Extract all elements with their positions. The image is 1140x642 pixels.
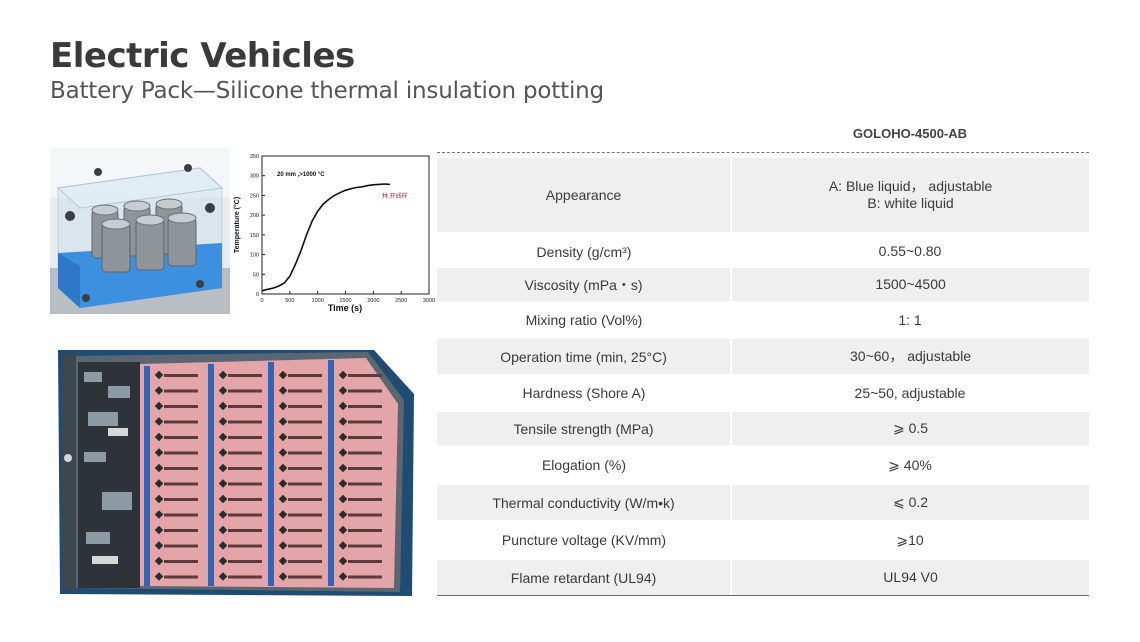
legend-label: 林 开线样	[382, 192, 408, 200]
value-cell: A: Blue liquid， adjustable B: white liqu…	[730, 158, 1089, 232]
table-row: Operation time (min, 25°C) 30~60， adjust…	[437, 339, 1089, 374]
table-row: Tensile strength (MPa) ⩾ 0.5	[437, 412, 1089, 445]
property-cell: Flame retardant (UL94)	[437, 560, 731, 595]
y-tick-label: 250	[250, 193, 259, 199]
table-header: GOLOHO-4500-AB	[437, 122, 1089, 152]
x-tick-label: 1000	[312, 298, 324, 304]
table-row: Mixing ratio (Vol%) 1: 1	[437, 301, 1089, 339]
property-cell: Appearance	[437, 158, 731, 232]
properties-table: GOLOHO-4500-AB Appearance A: Blue liquid…	[437, 122, 1089, 596]
value-cell: UL94 V0	[730, 560, 1089, 595]
value-cell: ⩽ 0.2	[730, 485, 1089, 520]
temperature-chart: 0 50 100 150 200 250 300 350 0 500 1000 1500 2000 25…	[232, 148, 440, 316]
y-tick-label: 0	[256, 292, 259, 298]
property-cell: Density (g/cm³)	[536, 243, 632, 260]
value-cell: 30~60， adjustable	[730, 339, 1089, 374]
x-tick-label: 0	[260, 298, 263, 304]
property-cell: Puncture voltage (KV/mm)	[501, 532, 667, 548]
y-tick-label: 50	[253, 272, 259, 278]
page-title: Electric Vehicles	[50, 36, 355, 76]
property-cell: Mixing ratio (Vol%)	[525, 312, 643, 328]
value-cell: 25~50, adjustable	[854, 384, 966, 401]
table-row: Density (g/cm³) 0.55~0.80	[437, 235, 1089, 268]
property-cell: Viscosity (mPa・s)	[437, 268, 731, 301]
y-tick-label: 200	[250, 213, 259, 219]
x-tick-label: 2500	[395, 298, 407, 304]
property-cell: Thermal conductivity (W/m•k)	[437, 485, 731, 520]
table-row: Thermal conductivity (W/m•k) ⩽ 0.2	[437, 485, 1089, 520]
potted-cells-photo	[50, 148, 230, 314]
value-cell: 0.55~0.80	[878, 243, 942, 259]
table-row: Appearance A: Blue liquid， adjustable B:…	[437, 158, 1089, 232]
property-cell: Hardness (Shore A)	[522, 385, 646, 401]
value-line-1: A: Blue liquid， adjustable	[828, 178, 993, 194]
y-tick-label: 150	[250, 233, 259, 239]
table-bottom-rule	[437, 595, 1089, 596]
table-row: Elogation (%) ⩾ 40%	[437, 445, 1089, 485]
product-name: GOLOHO-4500-AB	[852, 126, 968, 141]
table-row: Viscosity (mPa・s) 1500~4500	[437, 268, 1089, 301]
table-row: Flame retardant (UL94) UL94 V0	[437, 560, 1089, 595]
x-tick-label: 1500	[339, 298, 351, 304]
value-line-2: B: white liquid	[867, 195, 954, 211]
x-axis-label: Time (s)	[328, 303, 362, 313]
x-tick-label: 2000	[367, 298, 379, 304]
value-cell: ⩾ 0.5	[730, 412, 1089, 445]
battery-pack-photo	[48, 342, 420, 604]
y-axis-label: Temperature (°C)	[233, 197, 241, 253]
property-cell: Elogation (%)	[541, 457, 627, 473]
chart-annotation: 20 mm ,>1000 °C	[277, 172, 325, 178]
property-cell: Tensile strength (MPa)	[437, 412, 731, 445]
y-tick-label: 100	[250, 253, 259, 259]
property-cell: Operation time (min, 25°C)	[437, 339, 731, 374]
plot-area-frame	[261, 155, 430, 295]
table-row: Hardness (Shore A) 25~50, adjustable	[437, 374, 1089, 412]
series-line	[261, 183, 391, 292]
x-tick-label: 500	[285, 298, 294, 304]
header-divider	[437, 152, 1089, 153]
table-row: Puncture voltage (KV/mm) ⩾10	[437, 520, 1089, 560]
value-cell: ⩾10	[896, 531, 924, 548]
value-cell: ⩾ 40%	[888, 456, 932, 473]
y-tick-label: 300	[250, 174, 259, 180]
x-tick-label: 3000	[423, 298, 435, 304]
value-cell: 1: 1	[898, 311, 922, 328]
y-tick-label: 350	[250, 154, 259, 160]
page-subtitle: Battery Pack—Silicone thermal insulation…	[50, 78, 604, 104]
value-cell: 1500~4500	[730, 268, 1089, 301]
